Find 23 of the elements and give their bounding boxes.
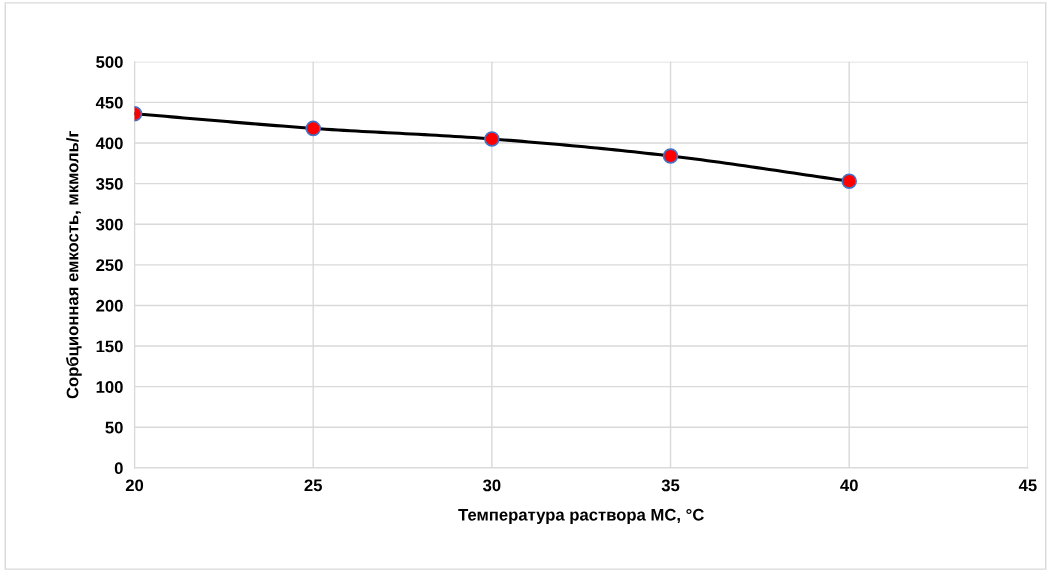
- y-axis-title: Сорбционная емкость, мкмоль/г: [66, 131, 82, 399]
- point: [662, 148, 679, 164]
- y-tick-label: 500: [96, 56, 123, 68]
- y-tick-label: 150: [96, 340, 123, 353]
- x-tick-label: 25: [304, 479, 322, 492]
- point: [305, 120, 321, 137]
- x-tick-label: 35: [661, 479, 680, 492]
- x-tick-label: 40: [840, 479, 858, 492]
- x-axis-title: Температура раствора МС, °С: [458, 508, 704, 524]
- y-tick-label: 200: [96, 299, 123, 312]
- point: [484, 131, 500, 147]
- y-tick-label: 400: [95, 137, 123, 150]
- y-tick-label: 0: [114, 462, 123, 475]
- x-tick-label: 45: [1018, 479, 1037, 492]
- y-tick-label: 50: [105, 421, 123, 434]
- point: [841, 173, 857, 189]
- y-tick-label: 250: [96, 259, 123, 272]
- y-tick-label: 100: [96, 381, 123, 393]
- y-tick-label: 300: [96, 218, 123, 231]
- x-tick-label: 20: [125, 479, 144, 492]
- y-tick-label: 350: [96, 178, 123, 190]
- x-tick-label: 30: [482, 479, 501, 492]
- y-tick-label: 450: [95, 96, 123, 109]
